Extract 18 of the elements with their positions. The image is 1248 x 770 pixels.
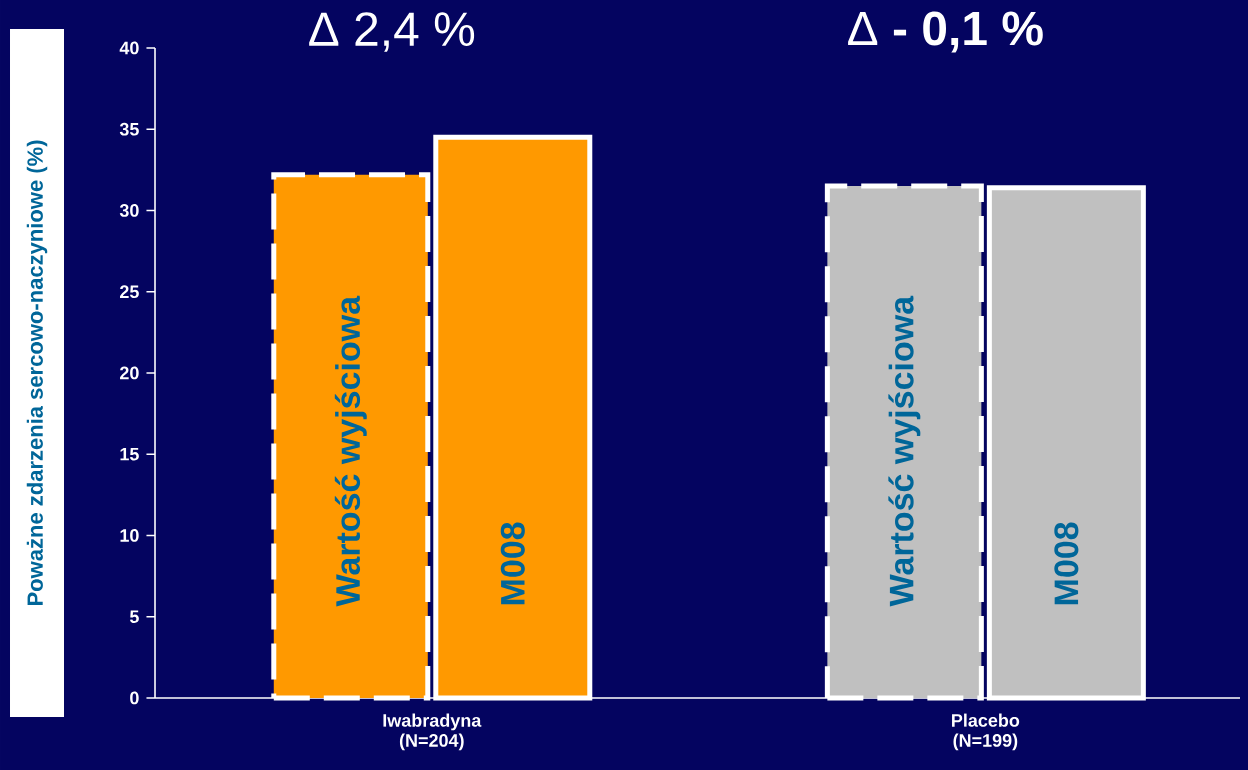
y-tick-label: 0 (130, 691, 139, 705)
y-tick-label: 5 (129, 610, 139, 624)
y-axis-title: Poważne zdarzenia sercowo-naczyniowe (%) (26, 140, 48, 606)
text: Wartość wyjściowa (334, 295, 367, 607)
x-tick-label: Placebo (N=199) (952, 713, 1020, 751)
y-tick-label: 35 (119, 122, 139, 136)
annotation: Δ 2,4 % (309, 12, 475, 52)
text: M008 (500, 522, 525, 605)
x-tick-label: Iwabradyna (N=204) (383, 713, 482, 751)
y-tick-label: 15 (120, 447, 139, 461)
y-tick-label: 10 (120, 529, 139, 542)
y-tick-label: 25 (120, 285, 139, 299)
series-label: Wartość wyjściowa (888, 295, 921, 607)
y-tick-label: 20 (120, 366, 139, 380)
y-tick-label: 40 (119, 41, 139, 55)
series-label: M008 (1054, 522, 1079, 605)
annotation: Δ - 0,1 % (848, 11, 1043, 53)
y-tick-label: 30 (119, 204, 139, 217)
